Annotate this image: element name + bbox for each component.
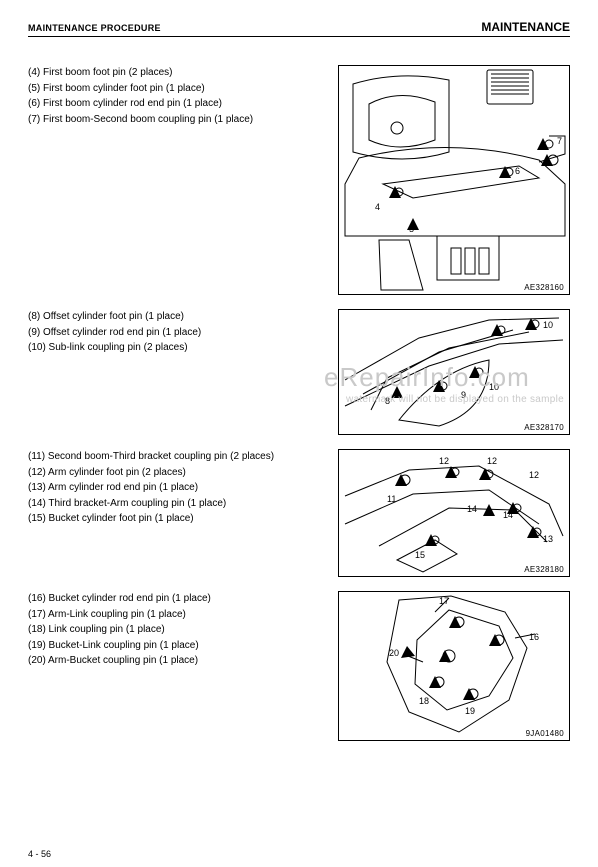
fig3-label-15: 15 <box>415 550 425 560</box>
header-left: MAINTENANCE PROCEDURE <box>28 23 161 33</box>
fig3-label-12b: 12 <box>487 456 497 466</box>
page-header: MAINTENANCE PROCEDURE MAINTENANCE <box>28 20 570 37</box>
section-1: (4) First boom foot pin (2 places) (5) F… <box>28 65 570 295</box>
section-2-text: (8) Offset cylinder foot pin (1 place) (… <box>28 309 338 356</box>
figure-4-id: 9JA01480 <box>525 729 565 738</box>
fig2-label-10b: 10 <box>543 320 553 330</box>
fig2-label-9: 9 <box>461 390 466 400</box>
page-number: 4 - 56 <box>28 849 51 859</box>
section-2: (8) Offset cylinder foot pin (1 place) (… <box>28 309 570 435</box>
figure-1-svg <box>339 66 570 295</box>
item-11: (11) Second boom-Third bracket coupling … <box>28 449 332 465</box>
figure-3: 11 12 12 12 13 14 14 15 AE328180 <box>338 449 570 577</box>
fig3-label-11: 11 <box>387 494 396 504</box>
item-15: (15) Bucket cylinder foot pin (1 place) <box>28 511 332 527</box>
item-18: (18) Link coupling pin (1 place) <box>28 622 332 638</box>
item-13: (13) Arm cylinder rod end pin (1 place) <box>28 480 332 496</box>
section-4-text: (16) Bucket cylinder rod end pin (1 plac… <box>28 591 338 669</box>
fig1-label-7: 7 <box>557 136 562 146</box>
fig1-label-6: 6 <box>515 166 520 176</box>
fig3-label-13: 13 <box>543 534 553 544</box>
item-8: (8) Offset cylinder foot pin (1 place) <box>28 309 332 325</box>
figure-1: 4 5 6 7 AE328160 <box>338 65 570 295</box>
figure-4-svg <box>339 592 570 741</box>
fig3-label-12a: 12 <box>439 456 449 466</box>
item-17: (17) Arm-Link coupling pin (1 place) <box>28 607 332 623</box>
fig1-label-5: 5 <box>409 224 414 234</box>
item-16: (16) Bucket cylinder rod end pin (1 plac… <box>28 591 332 607</box>
fig3-label-14b: 14 <box>467 504 477 514</box>
figure-2: 8 9 10 10 AE328170 <box>338 309 570 435</box>
fig1-label-4: 4 <box>375 202 380 212</box>
fig4-label-19: 19 <box>465 706 475 716</box>
item-9: (9) Offset cylinder rod end pin (1 place… <box>28 325 332 341</box>
figure-2-id: AE328170 <box>523 423 565 432</box>
fig4-label-17: 17 <box>439 596 449 606</box>
section-1-text: (4) First boom foot pin (2 places) (5) F… <box>28 65 338 127</box>
item-14: (14) Third bracket-Arm coupling pin (1 p… <box>28 496 332 512</box>
figure-4: 16 17 18 19 20 9JA01480 <box>338 591 570 741</box>
section-3: (11) Second boom-Third bracket coupling … <box>28 449 570 577</box>
fig2-label-10a: 10 <box>489 382 499 392</box>
fig4-label-20: 20 <box>389 648 399 658</box>
item-6: (6) First boom cylinder rod end pin (1 p… <box>28 96 332 112</box>
fig3-label-14a: 14 <box>503 510 513 520</box>
header-right: MAINTENANCE <box>481 20 570 34</box>
fig4-label-16: 16 <box>529 632 539 642</box>
figure-3-id: AE328180 <box>523 565 565 574</box>
item-4: (4) First boom foot pin (2 places) <box>28 65 332 81</box>
item-5: (5) First boom cylinder foot pin (1 plac… <box>28 81 332 97</box>
fig3-label-12c: 12 <box>529 470 539 480</box>
item-19: (19) Bucket-Link coupling pin (1 place) <box>28 638 332 654</box>
item-7: (7) First boom-Second boom coupling pin … <box>28 112 332 128</box>
fig4-label-18: 18 <box>419 696 429 706</box>
item-12: (12) Arm cylinder foot pin (2 places) <box>28 465 332 481</box>
section-4: (16) Bucket cylinder rod end pin (1 plac… <box>28 591 570 741</box>
item-20: (20) Arm-Bucket coupling pin (1 place) <box>28 653 332 669</box>
figure-1-id: AE328160 <box>523 283 565 292</box>
fig2-label-8: 8 <box>385 396 390 406</box>
section-3-text: (11) Second boom-Third bracket coupling … <box>28 449 338 527</box>
item-10: (10) Sub-link coupling pin (2 places) <box>28 340 332 356</box>
figure-2-svg <box>339 310 570 435</box>
